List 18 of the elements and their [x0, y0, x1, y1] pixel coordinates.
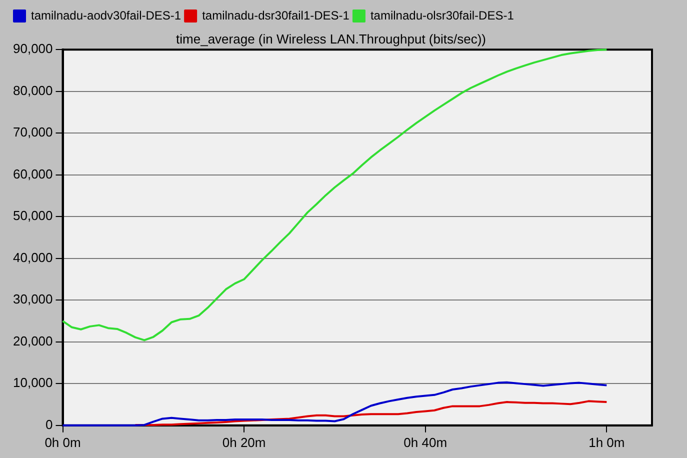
y-tick-label: 80,000 [12, 82, 53, 98]
y-tick-label: 70,000 [12, 124, 53, 140]
legend-label: tamilnadu-olsr30fail-DES-1 [370, 8, 514, 22]
y-tick-label: 50,000 [12, 208, 53, 224]
x-tick-label: 1h 0m [588, 434, 625, 450]
chart-title: time_average (in Wireless LAN.Throughput (bits/sec)) [176, 31, 486, 46]
y-tick-label: 20,000 [12, 333, 53, 348]
y-tick-label: 90,000 [12, 41, 53, 56]
y-tick-label: 30,000 [12, 292, 53, 307]
y-tick-label: 40,000 [12, 250, 53, 265]
legend-label: tamilnadu-dsr30fail1-DES-1 [202, 8, 350, 22]
y-tick-label: 10,000 [12, 375, 53, 390]
x-tick-label: 0h 20m [222, 434, 266, 450]
legend-label: tamilnadu-aodv30fail-DES-1 [31, 8, 182, 22]
x-tick-label: 0h 40m [404, 434, 448, 450]
y-tick-label: 0 [46, 416, 53, 432]
y-tick-label: 60,000 [12, 166, 53, 182]
x-tick-label: 0h 0m [44, 434, 81, 450]
